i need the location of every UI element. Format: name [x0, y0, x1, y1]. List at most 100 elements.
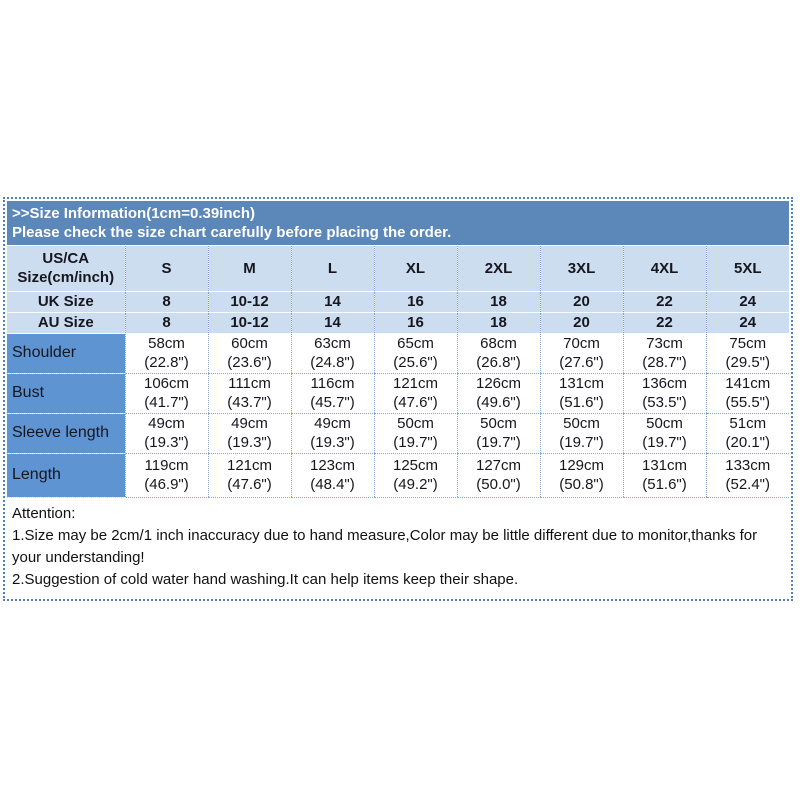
measure-value-cell: 136cm (53.5") — [622, 373, 706, 414]
measure-cm-value: 121cm — [226, 457, 273, 474]
measure-value-cell: 65cm (25.6") — [373, 333, 457, 374]
measure-inch-value: (23.6") — [227, 354, 272, 371]
measure-cm-value: 51cm — [729, 415, 767, 432]
measure-inch-value: (50.0") — [476, 476, 521, 493]
banner-subtitle: Please check the size chart carefully be… — [12, 224, 452, 241]
measure-cm-value: 60cm — [231, 335, 268, 352]
size-column-header: L — [290, 246, 374, 292]
measure-cm-value: 50cm — [480, 415, 517, 432]
measure-cm-value: 123cm — [309, 457, 356, 474]
size-column-header: M — [207, 246, 291, 292]
size-table: US/CA Size(cm/inch) S M L XL 2XL 3XL 4XL 5XL UK Si… — [7, 246, 789, 498]
measure-inch-value: (49.2") — [393, 476, 438, 493]
attention-heading: Attention: — [12, 504, 76, 522]
measure-inch-value: (46.9") — [144, 476, 189, 493]
measure-inch-value: (19.7") — [476, 434, 521, 451]
measure-row: Bust 106cm (41.7") 111cm (43.7") 116cm (45.7")… — [7, 373, 789, 414]
measure-cm-value: 70cm — [563, 335, 600, 352]
size-value-cell: 24 — [705, 312, 789, 334]
size-value-cell: 18 — [456, 312, 540, 334]
measure-inch-value: (28.7") — [642, 354, 687, 371]
measure-value-cell: 106cm (41.7") — [124, 373, 208, 414]
measure-row-label: Bust — [7, 373, 125, 414]
measure-inch-value: (55.5") — [725, 394, 770, 411]
measure-value-cell: 50cm (19.7") — [622, 413, 706, 454]
measure-cm-value: 131cm — [641, 457, 688, 474]
measure-value-cell: 49cm (19.3") — [124, 413, 208, 454]
size-value-cell: 16 — [373, 312, 457, 334]
measure-value-cell: 63cm (24.8") — [290, 333, 374, 374]
measure-value-cell: 70cm (27.6") — [539, 333, 623, 374]
measure-cm-value: 75cm — [729, 335, 767, 352]
measure-value-cell: 60cm (23.6") — [207, 333, 291, 374]
measure-inch-value: (43.7") — [227, 394, 272, 411]
size-value-cell: 8 — [124, 291, 208, 313]
measure-row-label: Length — [7, 453, 125, 498]
size-value-cell: 10-12 — [207, 312, 291, 334]
size-value-cell: 16 — [373, 291, 457, 313]
measure-cm-value: 50cm — [646, 415, 683, 432]
measure-inch-value: (20.1") — [725, 434, 770, 451]
measure-inch-value: (25.6") — [393, 354, 438, 371]
size-column-header: 2XL — [456, 246, 540, 292]
measure-inch-value: (19.7") — [642, 434, 687, 451]
measure-inch-value: (51.6") — [559, 394, 604, 411]
measure-cm-value: 116cm — [310, 375, 355, 392]
measure-cm-value: 73cm — [646, 335, 683, 352]
measure-value-cell: 119cm (46.9") — [124, 453, 208, 498]
measure-cm-value: 68cm — [480, 335, 517, 352]
measure-inch-value: (19.3") — [310, 434, 355, 451]
size-column-header: XL — [373, 246, 457, 292]
measure-cm-value: 131cm — [558, 375, 605, 392]
measure-value-cell: 121cm (47.6") — [207, 453, 291, 498]
measure-inch-value: (48.4") — [310, 476, 355, 493]
measure-value-cell: 131cm (51.6") — [539, 373, 623, 414]
measure-inch-value: (19.7") — [393, 434, 438, 451]
measure-value-cell: 50cm (19.7") — [373, 413, 457, 454]
measure-value-cell: 127cm (50.0") — [456, 453, 540, 498]
size-value-cell: 24 — [705, 291, 789, 313]
measure-row: Length 119cm (46.9") 121cm (47.6") 123cm (48.4… — [7, 453, 789, 498]
corner-line-2: Size(cm/inch) — [17, 269, 115, 287]
size-value-cell: 10-12 — [207, 291, 291, 313]
measure-value-cell: 141cm (55.5") — [705, 373, 789, 414]
size-info-sheet: >>Size Information(1cm=0.39inch) Please … — [3, 197, 793, 601]
measure-value-cell: 123cm (48.4") — [290, 453, 374, 498]
measure-cm-value: 127cm — [475, 457, 522, 474]
measure-value-cell: 121cm (47.6") — [373, 373, 457, 414]
size-value-cell: 8 — [124, 312, 208, 334]
measure-value-cell: 111cm (43.7") — [207, 373, 291, 414]
corner-header-cell: US/CA Size(cm/inch) — [7, 246, 125, 292]
size-value-cell: 14 — [290, 312, 374, 334]
banner-title: >>Size Information(1cm=0.39inch) — [12, 205, 255, 222]
size-value-cell: 22 — [622, 291, 706, 313]
attention-section: Attention: 1.Size may be 2cm/1 inch inac… — [7, 497, 789, 597]
measure-cm-value: 63cm — [314, 335, 351, 352]
attention-note-1: 1.Size may be 2cm/1 inch inaccuracy due … — [12, 526, 758, 566]
measure-inch-value: (26.8") — [476, 354, 521, 371]
measure-cm-value: 106cm — [143, 375, 190, 392]
measure-value-cell: 125cm (49.2") — [373, 453, 457, 498]
measure-inch-value: (27.6") — [559, 354, 604, 371]
measure-cm-value: 65cm — [397, 335, 434, 352]
measure-cm-value: 121cm — [392, 375, 439, 392]
measure-cm-value: 58cm — [148, 335, 185, 352]
measure-row-label: Shoulder — [7, 333, 125, 374]
measure-inch-value: (45.7") — [310, 394, 355, 411]
measure-value-cell: 58cm (22.8") — [124, 333, 208, 374]
measure-value-cell: 49cm (19.3") — [207, 413, 291, 454]
measure-inch-value: (49.6") — [476, 394, 521, 411]
measure-cm-value: 136cm — [641, 375, 688, 392]
size-value-cell: 14 — [290, 291, 374, 313]
measure-row: Sleeve length 49cm (19.3") 49cm (19.3") 49cm (… — [7, 413, 789, 454]
measure-inch-value: (52.4") — [725, 476, 770, 493]
measure-inch-value: (50.8") — [559, 476, 604, 493]
size-column-header: 3XL — [539, 246, 623, 292]
size-row-label: UK Size — [7, 291, 125, 313]
measure-inch-value: (29.5") — [725, 354, 770, 371]
measure-cm-value: 119cm — [144, 457, 189, 474]
size-row-label: AU Size — [7, 312, 125, 334]
size-value-cell: 18 — [456, 291, 540, 313]
measure-value-cell: 116cm (45.7") — [290, 373, 374, 414]
measure-value-cell: 75cm (29.5") — [705, 333, 789, 374]
